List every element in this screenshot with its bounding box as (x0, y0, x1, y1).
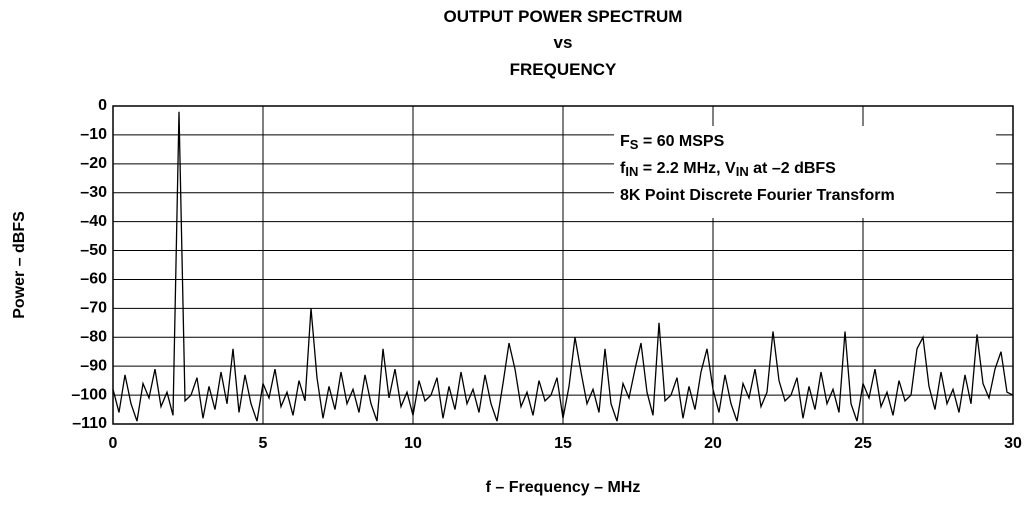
annotation-subscript: IN (736, 164, 749, 179)
y-tick-label: –60 (80, 271, 107, 288)
x-tick-label: 10 (404, 435, 422, 452)
y-tick-label: –40 (80, 213, 107, 230)
y-tick-label: –70 (80, 300, 107, 317)
annotation-subscript: IN (625, 164, 638, 179)
annotation-text: = 60 MSPS (638, 133, 724, 150)
x-tick-label: 20 (704, 435, 722, 452)
x-tick-label: 30 (1004, 435, 1022, 452)
chart-title: FREQUENCY (510, 60, 617, 79)
chart-title: vs (554, 33, 573, 52)
y-tick-label: 0 (98, 97, 107, 114)
chart-title: OUTPUT POWER SPECTRUM (444, 7, 683, 26)
annotation-subscript: S (630, 137, 639, 152)
annotation-text: F (620, 133, 630, 150)
spectrum-line (112, 111, 1014, 422)
annotation: fIN = 2.2 MHz, VIN at –2 dBFS (620, 160, 836, 179)
annotation-text: f (620, 160, 626, 177)
x-tick-label: 15 (554, 435, 572, 452)
annotation: FS = 60 MSPS (620, 133, 725, 152)
y-tick-label: –100 (71, 386, 107, 403)
y-tick-label: –30 (80, 184, 107, 201)
y-axis-label: Power – dBFS (11, 211, 28, 319)
x-tick-label: 25 (854, 435, 872, 452)
y-tick-label: –20 (80, 155, 107, 172)
x-tick-label: 0 (109, 435, 118, 452)
y-tick-label: –80 (80, 328, 107, 345)
annotation: 8K Point Discrete Fourier Transform (620, 187, 895, 204)
x-axis-label: f – Frequency – MHz (486, 479, 641, 496)
y-tick-label: –110 (72, 415, 107, 432)
annotation-text: 8K Point Discrete Fourier Transform (620, 187, 895, 204)
y-tick-label: –50 (80, 242, 107, 259)
annotation-text: at –2 dBFS (749, 160, 836, 177)
plot-frame (112, 105, 1014, 425)
annotation-box (614, 126, 996, 218)
x-tick-label: 5 (259, 435, 268, 452)
y-tick-label: –90 (80, 357, 107, 374)
annotation-text: = 2.2 MHz, V (638, 160, 736, 177)
y-tick-label: –10 (80, 126, 107, 143)
